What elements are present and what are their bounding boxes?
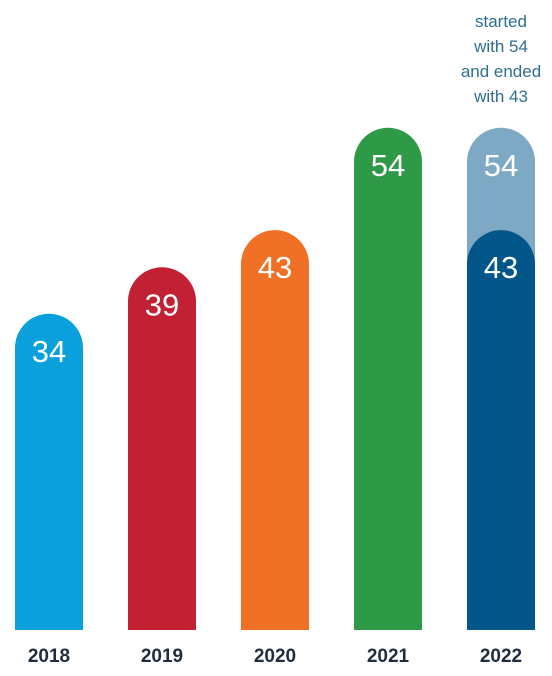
value-label-2022: 43 bbox=[484, 250, 518, 285]
bar-2018 bbox=[15, 313, 83, 630]
chart-annotation: started with 54 and ended with 43 bbox=[461, 12, 541, 106]
tick-label-2019: 2019 bbox=[141, 646, 183, 667]
bar-2020 bbox=[241, 230, 309, 631]
annotation-line: and ended bbox=[461, 62, 541, 81]
year-labels-layer: 2018 2019 2020 2021 2022 bbox=[28, 646, 522, 667]
annotation-line: started bbox=[475, 12, 527, 31]
bar-2021 bbox=[354, 127, 422, 630]
value-labels-layer: 34 39 43 54 54 43 bbox=[32, 148, 518, 369]
tick-label-2020: 2020 bbox=[254, 646, 296, 667]
tick-label-2021: 2021 bbox=[367, 646, 410, 667]
tick-label-2022: 2022 bbox=[480, 646, 522, 667]
bars-layer bbox=[15, 127, 535, 631]
value-label-2021: 54 bbox=[371, 148, 405, 183]
bar-2019 bbox=[128, 267, 196, 630]
value-label-2018: 34 bbox=[32, 334, 66, 369]
annotation-line: with 54 bbox=[473, 37, 528, 56]
value-label-2020: 43 bbox=[258, 250, 292, 285]
annotation-line: with 43 bbox=[473, 87, 528, 106]
bar-2022 bbox=[467, 230, 535, 630]
value-label-2019: 39 bbox=[145, 287, 179, 322]
value-label-2022-start: 54 bbox=[484, 148, 518, 183]
tick-label-2018: 2018 bbox=[28, 646, 70, 667]
